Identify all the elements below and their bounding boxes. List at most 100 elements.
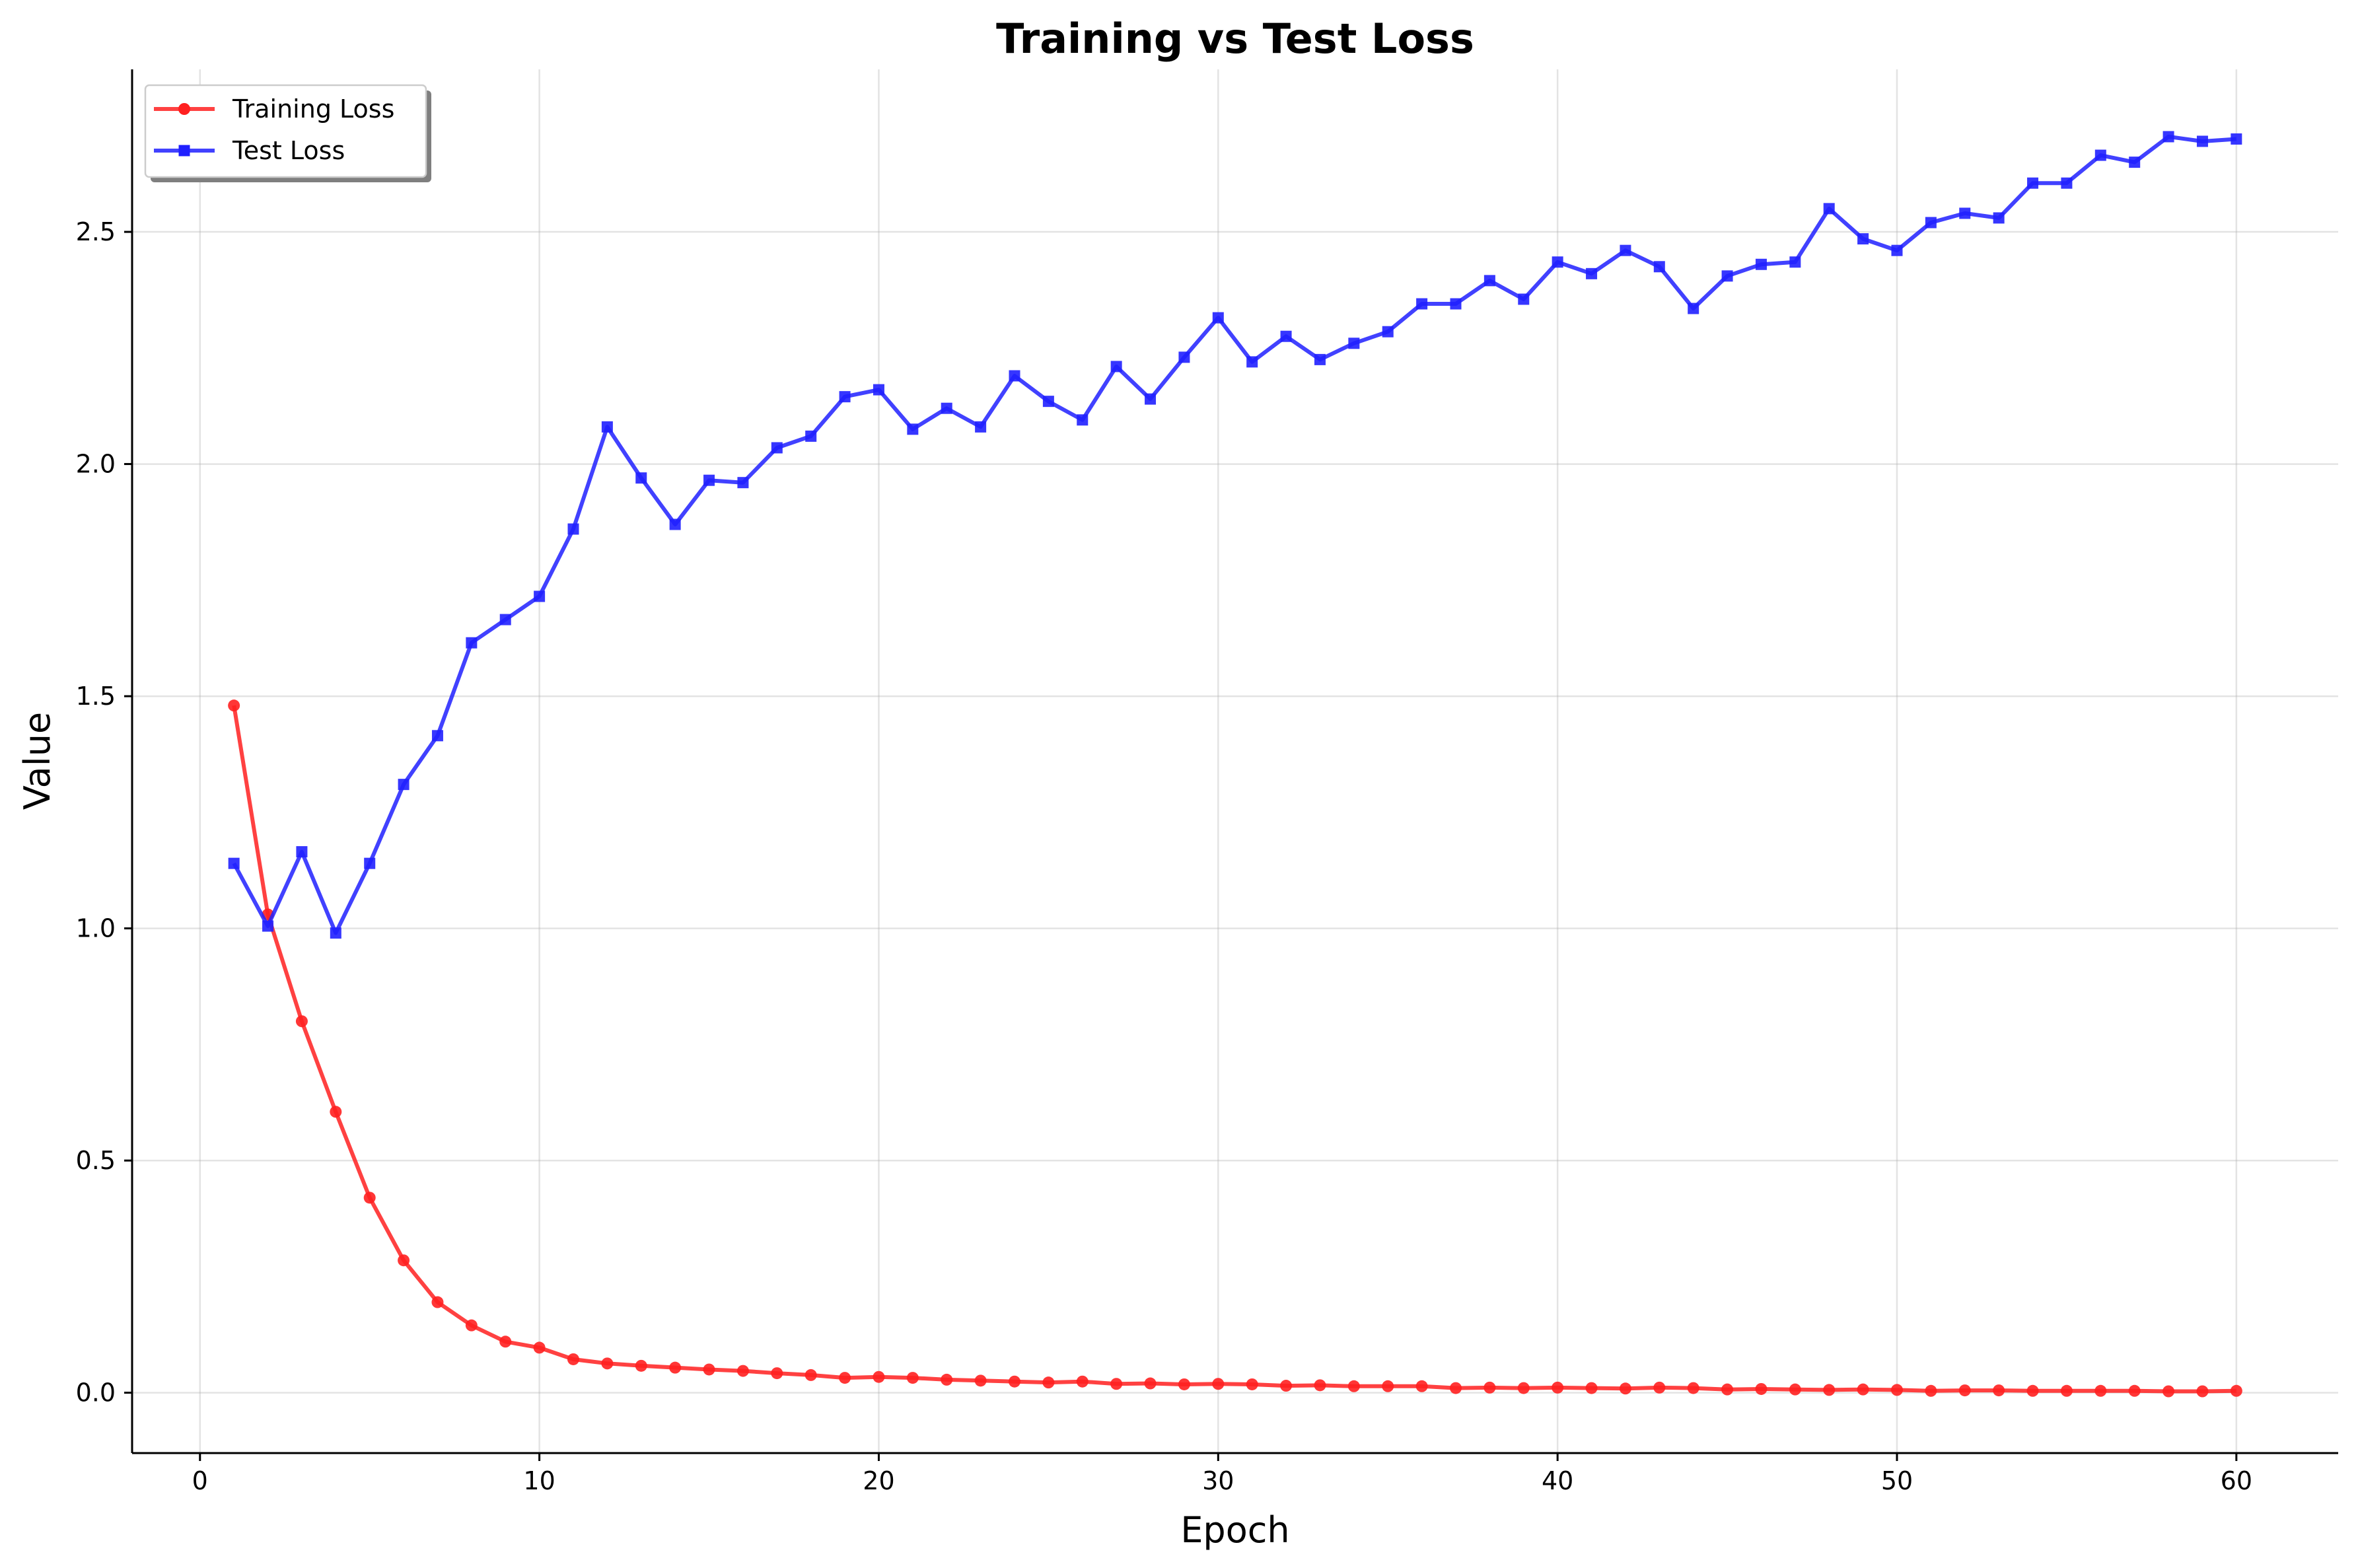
data-point <box>431 730 443 742</box>
data-point <box>839 391 851 403</box>
data-point <box>1619 1382 1631 1395</box>
data-point <box>974 1374 987 1387</box>
x-tick-label: 0 <box>192 1466 208 1495</box>
data-point <box>330 1106 342 1118</box>
data-point <box>1280 1380 1293 1392</box>
data-point <box>2094 1384 2107 1397</box>
data-point <box>805 430 817 442</box>
series-test-loss <box>228 131 2242 939</box>
data-point <box>1891 244 1903 256</box>
series-training-loss <box>228 699 2242 1398</box>
legend-marker <box>178 145 190 157</box>
data-point <box>1653 1381 1666 1394</box>
y-tick-label: 1.0 <box>76 914 116 943</box>
data-point <box>228 857 240 869</box>
data-point <box>1857 233 1869 245</box>
axes <box>131 69 2338 1454</box>
data-point <box>2027 177 2039 189</box>
data-point <box>771 1367 783 1380</box>
data-point <box>2162 131 2174 143</box>
data-point <box>466 637 478 649</box>
data-point <box>906 1372 919 1384</box>
data-point <box>534 590 546 602</box>
data-point <box>1450 298 1462 310</box>
data-point <box>601 1357 614 1370</box>
data-point <box>1755 1382 1768 1395</box>
data-point <box>2129 157 2141 168</box>
data-point <box>2060 1384 2073 1397</box>
data-point <box>398 779 410 791</box>
x-tick-label: 50 <box>1881 1466 1913 1495</box>
data-point <box>330 927 341 939</box>
data-point <box>1959 207 1971 219</box>
data-point <box>1552 1381 1564 1394</box>
data-point <box>975 421 987 433</box>
data-point <box>737 477 749 489</box>
data-point <box>1450 1382 1462 1394</box>
data-point <box>736 1365 749 1377</box>
data-point <box>2094 149 2106 161</box>
ticks: 0 10 20 30 40 50 60 0.0 0.5 1.0 1.5 2.0 2.5 <box>76 217 2252 1495</box>
data-point <box>1314 353 1326 365</box>
data-point <box>2230 1384 2242 1397</box>
legend-label: Test Loss <box>232 136 345 165</box>
data-point <box>2162 1385 2175 1398</box>
legend-item: Training Loss <box>154 94 394 124</box>
x-tick-label: 30 <box>1202 1466 1234 1495</box>
x-tick-label: 20 <box>863 1466 894 1495</box>
data-point <box>262 920 274 932</box>
data-point <box>1483 1381 1496 1394</box>
legend-label: Training Loss <box>232 94 394 124</box>
data-point <box>2128 1384 2141 1397</box>
data-point <box>635 472 647 484</box>
data-point <box>1483 275 1495 287</box>
data-point <box>2061 177 2073 189</box>
y-axis-label: Value <box>17 712 58 810</box>
data-point <box>398 1254 410 1267</box>
data-point <box>941 402 952 414</box>
data-point <box>1925 217 1937 229</box>
x-axis-label: Epoch <box>1180 1509 1289 1551</box>
x-tick-label: 40 <box>1542 1466 1573 1495</box>
data-point <box>499 1336 512 1348</box>
data-point <box>1348 338 1360 349</box>
data-point <box>1144 1377 1157 1390</box>
data-point <box>1042 1376 1055 1389</box>
data-point <box>1076 1375 1089 1388</box>
data-point <box>1688 303 1699 314</box>
data-point <box>1925 1384 1937 1397</box>
y-tick-label: 0.5 <box>76 1146 116 1175</box>
grid <box>132 69 2338 1453</box>
y-tick-label: 1.5 <box>76 682 116 711</box>
data-point <box>635 1359 647 1372</box>
data-point <box>839 1372 851 1384</box>
data-point <box>2196 135 2208 147</box>
legend: Training Loss Test Loss <box>144 84 431 182</box>
data-point <box>2231 133 2242 145</box>
data-point <box>567 523 579 535</box>
plot-series <box>228 131 2242 1398</box>
data-point <box>1620 244 1631 256</box>
data-point <box>669 1361 682 1374</box>
data-point <box>1077 414 1089 426</box>
data-point <box>1958 1384 1971 1397</box>
data-point <box>533 1341 546 1354</box>
y-tick-label: 2.5 <box>76 217 116 246</box>
chart-title: Training vs Test Loss <box>996 15 1474 63</box>
legend-marker <box>178 103 190 115</box>
data-point <box>1382 326 1394 338</box>
y-tick-label: 0.0 <box>76 1378 116 1408</box>
data-point <box>1823 203 1835 215</box>
data-point <box>1518 293 1530 305</box>
data-point <box>499 614 511 625</box>
data-point <box>1145 393 1157 405</box>
legend-item: Test Loss <box>154 136 345 165</box>
data-point <box>669 518 681 530</box>
data-point <box>873 1371 885 1383</box>
y-tick-label: 2.0 <box>76 450 116 479</box>
data-point <box>1585 1382 1598 1394</box>
legend-box <box>144 84 427 178</box>
x-tick-label: 60 <box>2221 1466 2252 1495</box>
x-tick-label: 10 <box>523 1466 555 1495</box>
